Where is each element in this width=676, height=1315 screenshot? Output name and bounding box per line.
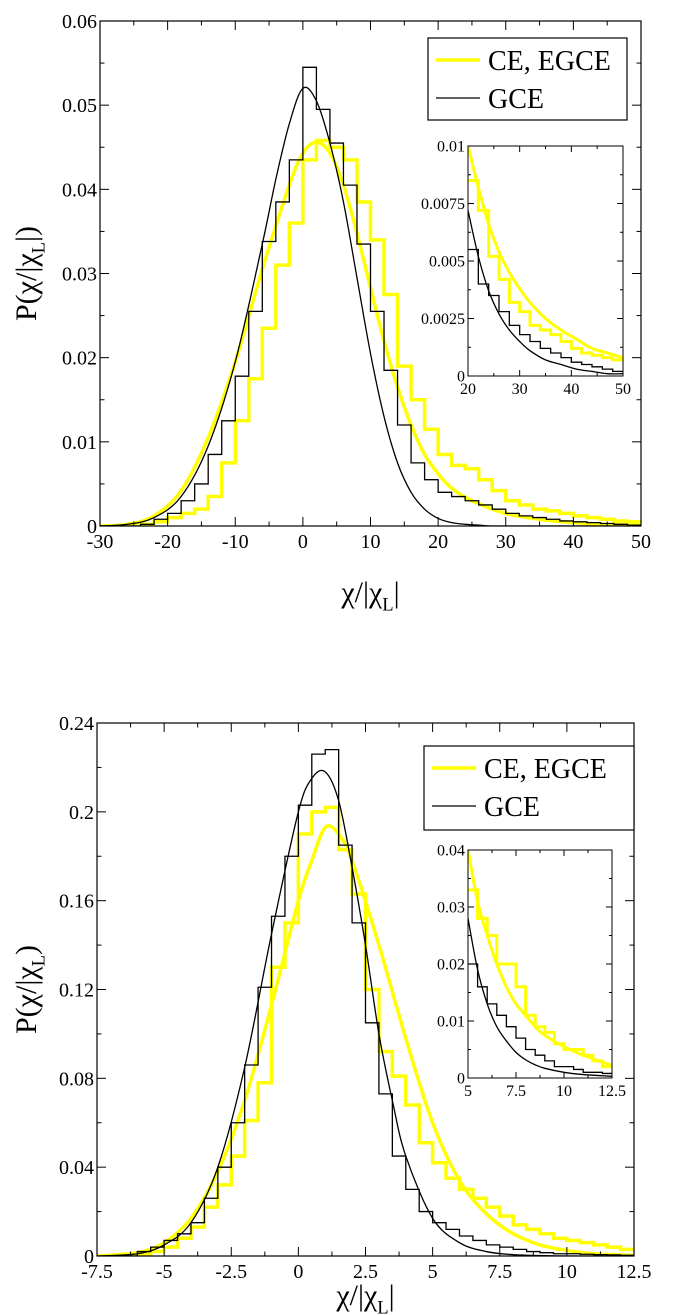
chart1-y-tick-label: 0.04 — [62, 179, 97, 201]
chart1-y-tick-label: 0.03 — [62, 264, 97, 286]
chart1-x-tick-label: 30 — [496, 531, 516, 553]
chart2-x-tick-label: 5 — [428, 1261, 438, 1283]
chart2-inset-y-tick-label: 0.02 — [437, 957, 465, 974]
chart2-legend: CE, EGCE GCE — [423, 745, 635, 831]
chart2-y-tick-label: 0 — [84, 1246, 94, 1268]
chart2-inset-x-tick-label: 12.5 — [598, 1083, 626, 1100]
chart1-y-tick-label: 0.02 — [62, 348, 97, 370]
chart1-x-tick-label: -20 — [154, 531, 181, 553]
chart1-inset-ce-egce-curve-series — [468, 146, 623, 360]
chart1-inset-y-tick-label: 0.0025 — [421, 311, 465, 328]
chart1-x-tick-label: 40 — [563, 531, 583, 553]
chart2-inset-y-tick-label: 0 — [457, 1071, 465, 1088]
chart1-inset-ce-egce-histogram-series — [468, 179, 623, 362]
chart-2: -7.5 -5 -2.5 0 2.5 5 7.5 10 12.5 0 0.04 0.08 0.12 0.1… — [10, 713, 652, 1315]
chart1-x-tick-label: 20 — [428, 531, 448, 553]
chart2-legend-box — [423, 745, 635, 831]
chart1-x-axis-title: χ/|χL| — [340, 576, 399, 615]
chart1-legend-box — [427, 37, 628, 121]
chart2-inset-bg — [468, 850, 612, 1078]
chart2-legend-label: GCE — [484, 792, 540, 823]
chart1-inset-x-tick-label: 30 — [512, 381, 528, 398]
chart1-legend-label: CE, EGCE — [488, 46, 611, 77]
chart1-y-axis-title: P(χ/|χL|) — [10, 226, 49, 321]
chart2-y-tick-label: 0.08 — [59, 1068, 94, 1090]
chart1-x-tick-label: 50 — [631, 531, 651, 553]
chart1-inset: 20 30 40 50 0 0.0025 0.005 0.0075 0.01 — [421, 139, 631, 398]
chart2-y-tick-label: 0.2 — [69, 802, 94, 824]
chart2-x-tick-label: 0 — [293, 1261, 303, 1283]
chart2-y-tick-label: 0.16 — [59, 891, 94, 913]
chart2-inset-x-tick-label: 5 — [464, 1083, 472, 1100]
chart1-inset-gce-curve-series — [468, 210, 623, 375]
chart2-x-tick-label: -5 — [156, 1261, 173, 1283]
chart2-inset-y-tick-label: 0.01 — [437, 1014, 465, 1031]
chart2-inset-x-tick-label: 10 — [556, 1083, 572, 1100]
chart2-inset-y-tick-label: 0.03 — [437, 900, 465, 917]
chart2-y-axis-title: P(χ/|χL) — [10, 945, 49, 1034]
chart2-legend-label: CE, EGCE — [484, 754, 607, 785]
chart2-inset-ce-egce-curve-series — [468, 850, 612, 1067]
chart2-y-tick-label: 0.24 — [59, 713, 94, 735]
chart2-y-tick-label: 0.12 — [59, 980, 94, 1002]
chart2-x-tick-label: 7.5 — [487, 1261, 512, 1283]
chart1-y-tick-label: 0.05 — [62, 95, 97, 117]
chart1-gce-histogram-series — [100, 66, 641, 526]
chart2-x-tick-label: 12.5 — [617, 1261, 652, 1283]
chart2-y-tick-label: 0.04 — [59, 1157, 94, 1179]
chart1-x-tick-label: 0 — [298, 531, 308, 553]
chart2-x-tick-label: -2.5 — [215, 1261, 247, 1283]
chart2-inset-y-tick-label: 0.04 — [437, 843, 465, 860]
chart2-plot-area — [97, 749, 634, 1256]
chart2-inset-ce-egce-histogram-series — [468, 888, 612, 1069]
chart1-inset-x-tick-label: 40 — [563, 381, 579, 398]
chart2-x-tick-label: 2.5 — [353, 1261, 378, 1283]
chart1-ce-egce-curve-series — [100, 140, 641, 526]
chart2-inset-gce-curve-series — [468, 918, 612, 1077]
chart1-ce-egce-histogram-series — [100, 138, 641, 526]
chart1-y-tick-label: 0 — [87, 516, 97, 538]
chart1-inset-y-tick-label: 0.005 — [429, 254, 465, 271]
chart1-y-tick-label: 0.06 — [62, 11, 97, 33]
chart1-x-tick-label: 10 — [361, 531, 381, 553]
chart1-inset-y-tick-label: 0 — [457, 369, 465, 386]
chart2-inset-plot-area — [468, 850, 612, 1077]
chart2-x-tick-label: 10 — [557, 1261, 577, 1283]
chart2-gce-histogram-series — [97, 749, 634, 1256]
chart2-inset-x-tick-label: 7.5 — [506, 1083, 526, 1100]
chart1-inset-y-tick-label: 0.01 — [437, 139, 465, 156]
chart2-inset-gce-histogram-series — [468, 963, 612, 1075]
chart1-legend: CE, EGCE GCE — [427, 37, 628, 121]
chart2-x-axis-title: χ/|χL| — [335, 1279, 394, 1315]
chart2-x-tick-label: -7.5 — [81, 1261, 113, 1283]
chart1-inset-plot-area — [468, 146, 623, 375]
chart1-x-tick-label: -10 — [222, 531, 249, 553]
chart-1: -30 -20 -10 0 10 20 30 40 50 0 0.01 0.02 0.03 0.04 0.0… — [10, 11, 651, 615]
chart1-legend-label: GCE — [488, 84, 544, 115]
chart1-inset-x-tick-label: 50 — [615, 381, 631, 398]
chart1-inset-x-tick-label: 20 — [460, 381, 476, 398]
chart1-x-tick-label: -30 — [87, 531, 114, 553]
chart1-inset-bg — [468, 146, 623, 376]
chart1-inset-y-tick-label: 0.0075 — [421, 196, 465, 213]
chart1-y-tick-label: 0.01 — [62, 432, 97, 454]
chart1-inset-gce-histogram-series — [468, 248, 623, 373]
chart2-gce-curve-series — [97, 769, 634, 1256]
chart2-inset: 5 7.5 10 12.5 0 0.01 0.02 0.03 0.04 — [437, 843, 626, 1100]
